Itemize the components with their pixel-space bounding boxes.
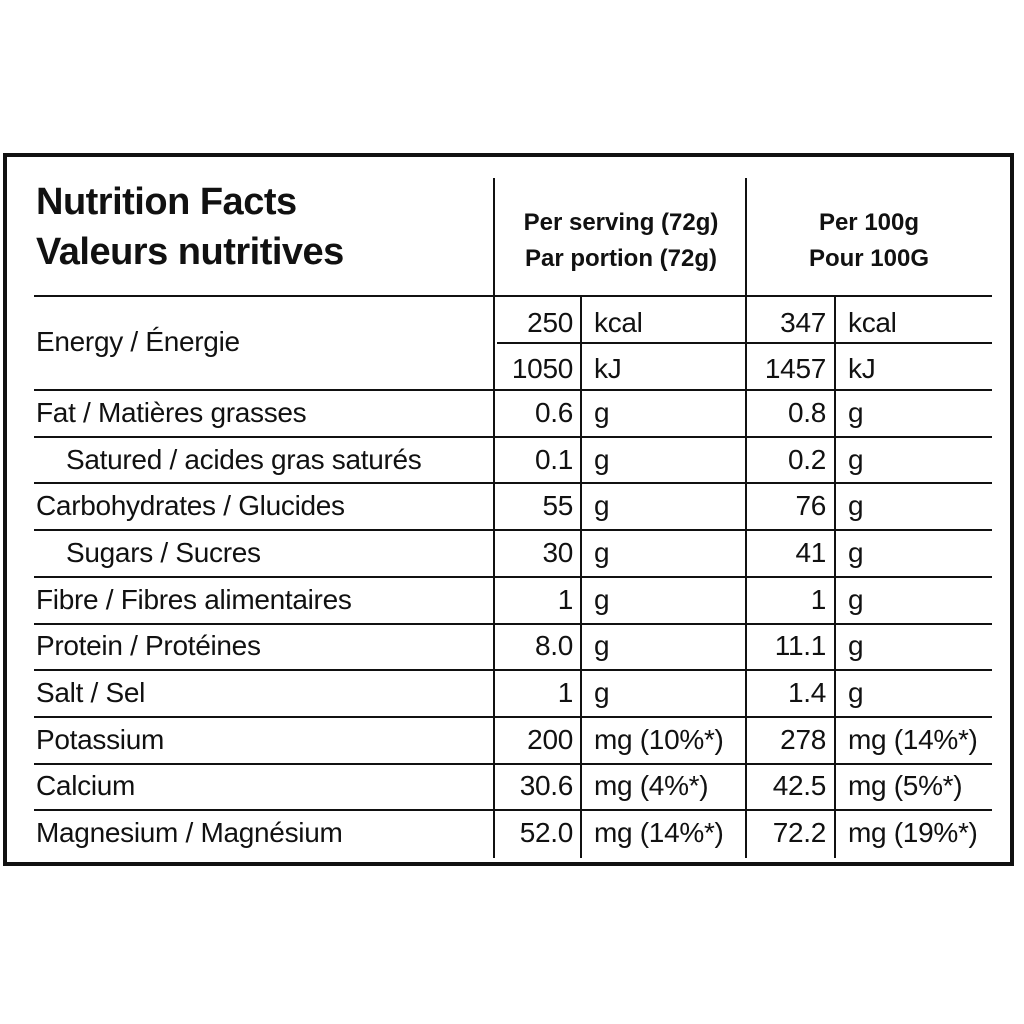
serving-unit-protein: g — [594, 630, 610, 661]
per100-value-saturated: 0.2 — [787, 444, 826, 475]
header-per-100g-en: Per 100g — [818, 209, 920, 236]
serving-value-sugars: 30 — [542, 537, 573, 568]
per100-value-salt: 1.4 — [787, 677, 826, 708]
per100-value-sugars: 41 — [795, 537, 826, 568]
nutrition-facts-panel — [3, 153, 1014, 866]
row-label-fibre: Fibre / Fibres alimentaires — [36, 584, 352, 615]
serving-unit-salt: g — [594, 677, 610, 708]
row-label-energy: Energy / Énergie — [36, 326, 240, 357]
row-label-calcium: Calcium — [36, 770, 136, 801]
serving-unit-saturated: g — [594, 444, 610, 475]
per100-unit-potassium: mg (14%*) — [848, 724, 978, 755]
row-label-salt: Salt / Sel — [36, 677, 146, 708]
rule-energy-split — [497, 342, 992, 344]
serving-value-fat: 0.6 — [534, 397, 573, 428]
per100-unit-carbohydrates: g — [848, 490, 864, 521]
rule-row — [34, 529, 992, 531]
per100-unit-saturated: g — [848, 444, 864, 475]
serving-value-calcium: 30.6 — [519, 770, 574, 801]
per100-unit-fibre: g — [848, 584, 864, 615]
serving-value-saturated: 0.1 — [534, 444, 573, 475]
serving-unit-kcal: kcal — [594, 307, 643, 338]
serving-unit-potassium: mg (10%*) — [594, 724, 724, 755]
serving-unit-fat: g — [594, 397, 610, 428]
rule-row — [34, 576, 992, 578]
serving-value-salt: 1 — [557, 677, 574, 708]
serving-unit-carbohydrates: g — [594, 490, 610, 521]
header-per-serving-fr: Par portion (72g) — [524, 245, 717, 272]
serving-value-kj: 1050 — [511, 353, 573, 384]
row-label-carbohydrates: Carbohydrates / Glucides — [36, 490, 345, 521]
title-french: Valeurs nutritives — [36, 231, 344, 273]
title-english: Nutrition Facts — [36, 181, 297, 223]
per100-unit-kcal: kcal — [848, 307, 897, 338]
serving-value-kcal: 250 — [527, 307, 573, 338]
row-label-potassium: Potassium — [36, 724, 165, 755]
serving-unit-magnesium: mg (14%*) — [594, 817, 724, 848]
per100-value-calcium: 42.5 — [772, 770, 827, 801]
per100-value-potassium: 278 — [780, 724, 826, 755]
per100-value-fibre: 1 — [810, 584, 827, 615]
per100-value-magnesium: 72.2 — [772, 817, 827, 848]
per100-value-kcal: 347 — [780, 307, 826, 338]
divider-label-column — [493, 178, 495, 858]
row-label-protein: Protein / Protéines — [36, 630, 261, 661]
serving-value-fibre: 1 — [557, 584, 574, 615]
serving-unit-kj: kJ — [594, 353, 622, 384]
row-label-saturated: Satured / acides gras saturés — [66, 444, 422, 475]
serving-value-magnesium: 52.0 — [519, 817, 574, 848]
per100-unit-salt: g — [848, 677, 864, 708]
per100-unit-sugars: g — [848, 537, 864, 568]
rule-row — [34, 436, 992, 438]
per100-unit-kj: kJ — [848, 353, 876, 384]
per100-unit-magnesium: mg (19%*) — [848, 817, 978, 848]
rule-header — [34, 295, 992, 297]
serving-value-carbohydrates: 55 — [542, 490, 573, 521]
per100-unit-calcium: mg (5%*) — [848, 770, 963, 801]
serving-unit-sugars: g — [594, 537, 610, 568]
header-per-100g-fr: Pour 100G — [808, 245, 930, 272]
per100-unit-fat: g — [848, 397, 864, 428]
rule-row — [34, 716, 992, 718]
serving-unit-fibre: g — [594, 584, 610, 615]
serving-value-protein: 8.0 — [534, 630, 573, 661]
serving-unit-calcium: mg (4%*) — [594, 770, 709, 801]
per100-value-kj: 1457 — [764, 353, 826, 384]
rule-row — [34, 763, 992, 765]
rule-row — [34, 669, 992, 671]
rule-row — [34, 623, 992, 625]
serving-value-potassium: 200 — [527, 724, 573, 755]
header-per-serving-en: Per serving (72g) — [523, 209, 719, 236]
rule-row — [34, 389, 992, 391]
per100-value-protein: 11.1 — [774, 630, 827, 661]
per100-value-carbohydrates: 76 — [795, 490, 826, 521]
divider-serving-column — [745, 178, 747, 858]
row-label-fat: Fat / Matières grasses — [36, 397, 307, 428]
per100-unit-protein: g — [848, 630, 864, 661]
row-label-sugars: Sugars / Sucres — [66, 537, 261, 568]
rule-row — [34, 809, 992, 811]
rule-row — [34, 482, 992, 484]
per100-value-fat: 0.8 — [787, 397, 826, 428]
row-label-magnesium: Magnesium / Magnésium — [36, 817, 343, 848]
